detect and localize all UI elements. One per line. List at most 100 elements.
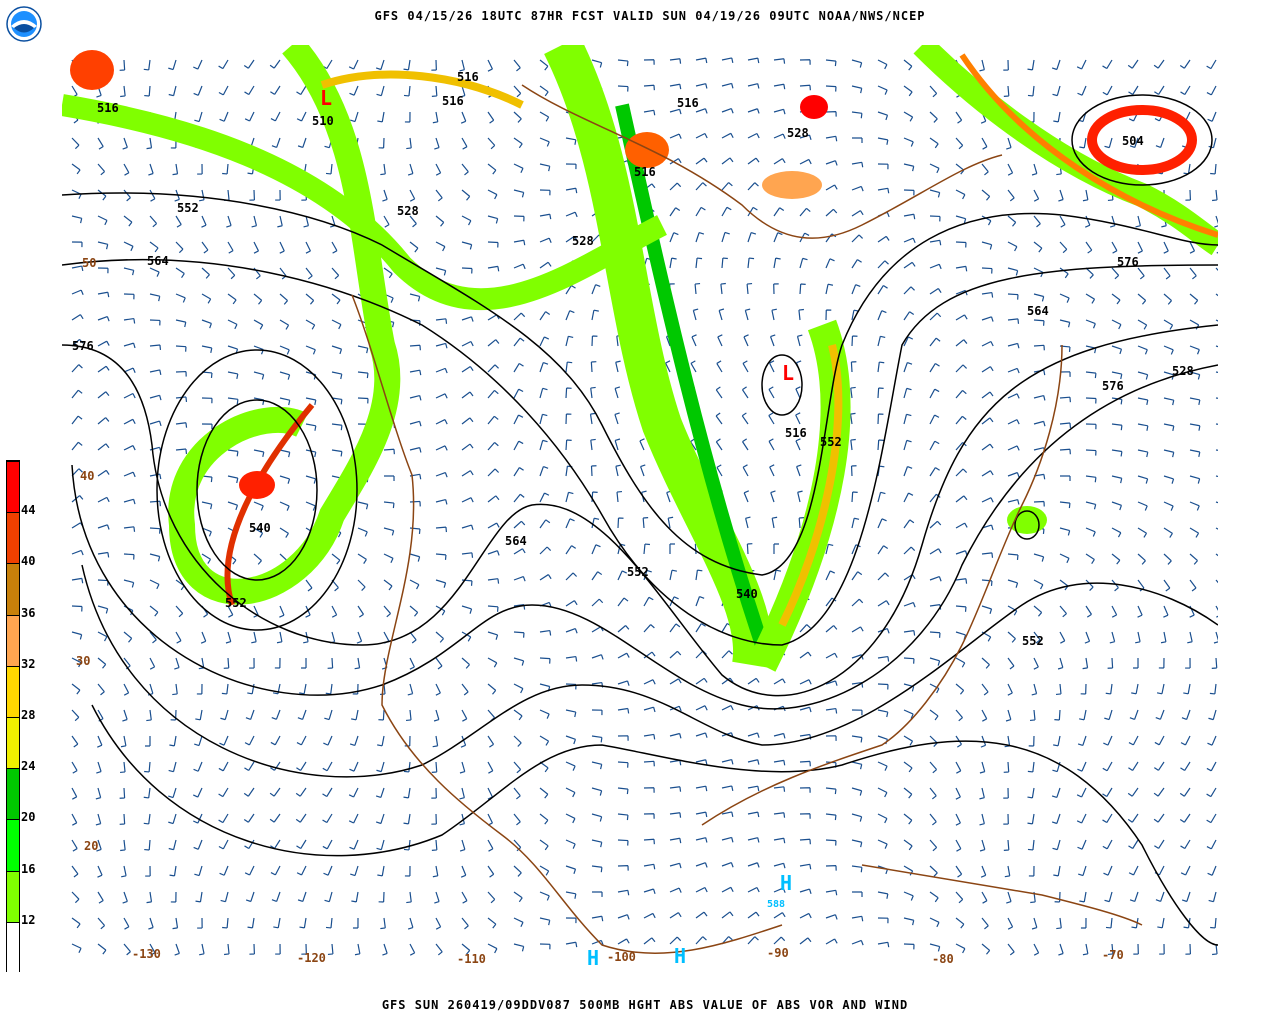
wind-barb bbox=[224, 943, 230, 956]
wind-barb bbox=[851, 598, 864, 607]
wind-barb bbox=[1212, 943, 1218, 956]
color-band bbox=[7, 614, 19, 666]
wind-barb bbox=[795, 386, 801, 399]
wind-barb bbox=[71, 657, 82, 668]
color-scale-tick: 16 bbox=[21, 861, 36, 876]
wind-barb bbox=[825, 865, 837, 871]
wind-barb bbox=[513, 683, 524, 694]
wind-barb bbox=[1103, 865, 1113, 876]
wind-barb bbox=[218, 813, 229, 824]
wind-barb bbox=[851, 85, 863, 94]
wind-barb bbox=[1007, 553, 1019, 560]
wind-barb bbox=[1028, 735, 1035, 747]
wind-barb bbox=[403, 787, 411, 799]
wind-barb bbox=[695, 886, 708, 893]
wind-barb bbox=[565, 709, 577, 718]
wind-barb bbox=[123, 392, 136, 399]
wind-barb bbox=[435, 189, 443, 202]
pressure-center-label: H bbox=[674, 944, 686, 967]
wind-barb bbox=[461, 241, 473, 250]
contour-label: 564 bbox=[505, 534, 527, 548]
wind-barb bbox=[193, 761, 203, 772]
wind-barb bbox=[799, 84, 811, 91]
wind-barb bbox=[331, 371, 343, 380]
wind-barb bbox=[1180, 865, 1191, 876]
wind-barb bbox=[435, 553, 447, 560]
wind-barb bbox=[929, 215, 941, 222]
wind-barb bbox=[799, 888, 812, 894]
wind-barb bbox=[721, 82, 734, 89]
wind-barb bbox=[768, 412, 775, 425]
wind-barb bbox=[1189, 553, 1198, 565]
wind-barb bbox=[244, 735, 255, 746]
wind-barb bbox=[97, 163, 106, 176]
wind-barb bbox=[269, 787, 281, 797]
wind-barb bbox=[1110, 215, 1116, 228]
wind-barb bbox=[435, 342, 448, 349]
wind-barb bbox=[669, 623, 681, 633]
wind-barb bbox=[409, 605, 419, 617]
wind-barb bbox=[768, 386, 775, 399]
wind-barb bbox=[903, 311, 915, 321]
wind-barb bbox=[461, 552, 474, 558]
wind-barb bbox=[747, 132, 760, 139]
wind-barb bbox=[1078, 865, 1087, 877]
wind-barb bbox=[1215, 579, 1223, 592]
wind-barb bbox=[172, 917, 179, 930]
wind-barb bbox=[955, 787, 961, 800]
wind-barb bbox=[539, 137, 550, 147]
wind-barb bbox=[301, 943, 307, 955]
wind-barb bbox=[71, 441, 83, 451]
wind-barb bbox=[461, 709, 468, 722]
wind-barb bbox=[695, 785, 708, 792]
wind-barb bbox=[665, 360, 671, 373]
wind-barb bbox=[97, 215, 108, 226]
wind-barb bbox=[591, 865, 603, 873]
wind-barb bbox=[565, 137, 577, 145]
wind-barb bbox=[146, 137, 153, 150]
pressure-center-label: H bbox=[587, 946, 599, 967]
wind-barb bbox=[590, 386, 596, 399]
wind-barb bbox=[513, 709, 523, 721]
wind-barb bbox=[145, 865, 151, 877]
wind-barb bbox=[271, 709, 281, 720]
wind-barb bbox=[825, 914, 838, 920]
wind-barb bbox=[378, 709, 385, 721]
wind-barb bbox=[123, 367, 136, 373]
wind-barb bbox=[825, 570, 836, 581]
wind-barb bbox=[513, 215, 525, 222]
wind-barb bbox=[1207, 865, 1217, 876]
wind-barb bbox=[851, 335, 858, 347]
wind-barb bbox=[1212, 189, 1218, 202]
wind-barb bbox=[955, 522, 968, 529]
wind-barb bbox=[223, 657, 230, 669]
wind-barb bbox=[903, 413, 912, 425]
wind-barb bbox=[169, 735, 177, 747]
contour-label: 552 bbox=[820, 435, 842, 449]
wind-barb bbox=[591, 939, 604, 946]
wind-barb bbox=[614, 412, 620, 425]
wind-barb bbox=[149, 527, 161, 534]
wind-barb bbox=[432, 865, 439, 878]
wind-barb bbox=[1085, 293, 1096, 304]
wind-barb bbox=[513, 575, 526, 582]
wind-barb bbox=[721, 705, 734, 711]
wind-barb bbox=[1007, 318, 1020, 324]
wind-barb bbox=[747, 732, 760, 738]
wind-barb bbox=[1163, 293, 1172, 305]
wind-barb bbox=[539, 629, 552, 636]
wind-barb bbox=[825, 283, 834, 295]
wind-barb bbox=[487, 891, 496, 904]
wind-barb bbox=[218, 85, 229, 96]
wind-barb bbox=[1215, 397, 1227, 405]
wind-barb bbox=[1135, 631, 1141, 644]
wind-barb bbox=[539, 709, 550, 719]
wind-barb bbox=[351, 891, 359, 903]
wind-barb bbox=[591, 839, 603, 848]
wind-barb bbox=[955, 468, 968, 477]
wind-barb bbox=[851, 891, 863, 897]
wind-barb bbox=[1137, 267, 1145, 280]
wind-barb bbox=[565, 839, 576, 849]
wind-barb bbox=[773, 108, 786, 115]
wind-barb bbox=[382, 189, 388, 202]
